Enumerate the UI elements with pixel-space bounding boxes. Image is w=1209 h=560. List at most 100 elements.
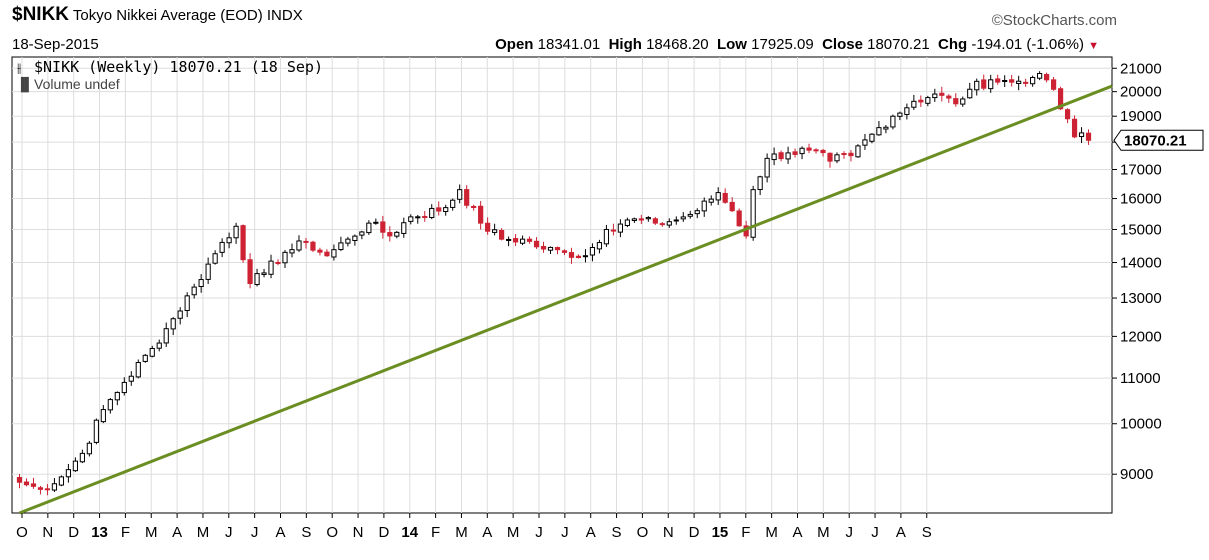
candle-body [254,273,260,286]
close-value: 18070.21 [867,36,930,53]
candle-body [764,157,770,178]
candle [226,232,232,249]
candle-body [505,238,512,241]
candle-body [995,78,1001,83]
x-tick-label: A [586,524,596,541]
candle [198,274,204,293]
candle-body [911,100,917,108]
legend-main: $NIKK (Weekly) 18070.21 (18 Sep) [34,58,323,76]
candle-body [37,487,44,490]
candle-body [904,107,910,115]
candle-body [457,189,463,200]
candle-body [100,409,106,423]
candle-body [785,152,791,160]
x-tick-label: A [482,524,492,541]
x-tick-label: A [792,524,802,541]
candle [58,475,65,487]
candle [834,152,840,164]
candle-body [1002,79,1008,82]
candle [51,478,58,492]
candle-body [268,260,274,275]
candle [1044,72,1050,83]
candle [422,210,428,222]
x-tick-label: M [817,524,830,541]
candle-body [981,79,987,89]
candle-body [401,222,407,234]
candle-body [128,375,134,382]
candle-body [575,255,582,259]
x-tick-label: A [275,524,285,541]
candle [289,243,295,258]
candle [561,249,568,256]
candle-body [1050,79,1057,90]
candle-body [1064,109,1071,120]
candle-body [1037,73,1043,79]
candle-body [478,205,484,224]
candle [799,146,805,160]
candle [1050,76,1057,91]
candle-body [121,381,127,394]
candle-body [184,295,190,311]
candle [939,86,945,102]
x-tick-label: D [378,524,389,541]
candle [317,247,323,256]
candle [408,214,414,225]
x-tick-label: O [326,524,338,541]
candle [792,148,798,158]
candle-body [499,230,505,240]
candle [904,103,910,120]
candle [1085,129,1092,145]
candle [519,235,526,246]
candle [764,153,770,183]
y-tick-label: 12000 [1120,328,1162,345]
candle [911,94,917,110]
candle-body [659,223,665,226]
down-arrow-icon: ▼ [1088,40,1099,52]
brand-label[interactable]: ©StockCharts.com [991,12,1117,29]
y-tick-label: 19000 [1120,108,1162,125]
candle [736,208,742,227]
candle-body [757,176,763,191]
candle [1037,71,1043,81]
candle [1016,75,1022,91]
candle [540,241,547,253]
y-tick-label: 13000 [1120,290,1162,307]
candle [694,208,700,219]
candle-body [226,237,232,244]
candle [177,307,183,325]
chart-title: $NIKK Tokyo Nikkei Average (EOD) INDX [12,4,303,26]
candle-body [883,126,889,130]
candle [338,236,344,252]
candle-body [352,235,358,242]
candle-body [387,232,393,237]
candle-body [163,328,169,344]
candle-body [554,247,561,251]
candle-body [638,218,644,221]
candle [79,449,85,464]
candle [373,218,379,225]
candle [582,249,589,263]
candle-body [72,460,78,472]
candle-body [596,242,603,250]
candle-body [198,279,204,288]
candle-body [568,252,575,258]
candle-body [289,249,295,254]
candle-body [317,249,323,253]
candle [240,224,246,263]
candle [450,198,456,211]
candle [233,222,239,244]
close-label: Close [822,36,863,53]
candle-body [443,207,449,213]
x-tick-label: F [121,524,130,541]
x-tick-label: N [663,524,674,541]
candle [268,254,274,279]
candle [114,391,120,406]
candle-body [135,362,141,378]
candle [512,234,519,247]
candle [359,230,365,240]
y-tick-label: 14000 [1120,255,1162,272]
candle-body [610,229,617,232]
candle-body [561,250,568,253]
candle [352,234,358,246]
candle [827,152,833,168]
